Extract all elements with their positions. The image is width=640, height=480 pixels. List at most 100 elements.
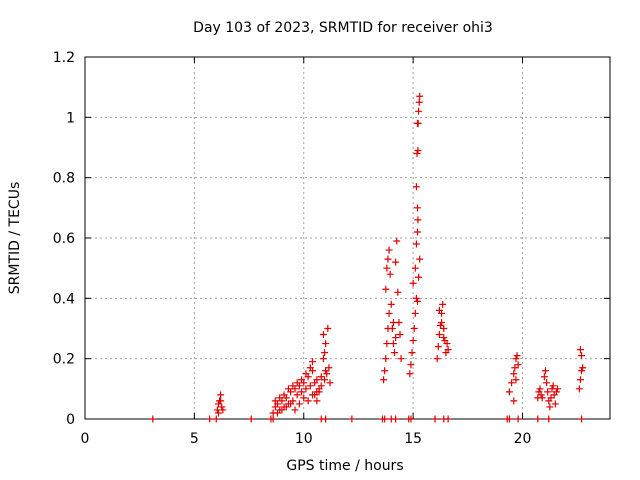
y-tick-label: 0.8 xyxy=(53,171,75,187)
data-point xyxy=(382,355,390,363)
data-point xyxy=(302,370,310,378)
data-point xyxy=(293,379,301,387)
data-point xyxy=(309,358,316,366)
grid xyxy=(85,57,610,419)
data-point xyxy=(302,385,310,393)
y-tick-label: 0.6 xyxy=(53,231,75,247)
data-point xyxy=(538,394,546,402)
data-point xyxy=(413,150,421,158)
data-point xyxy=(278,406,286,414)
data-point xyxy=(411,309,419,317)
data-point xyxy=(306,364,314,372)
data-point xyxy=(578,415,586,423)
data-point xyxy=(322,367,330,375)
data-point xyxy=(544,388,552,396)
data-point xyxy=(295,400,303,408)
data-point xyxy=(313,397,321,405)
data-point xyxy=(381,415,389,423)
data-point xyxy=(505,415,513,423)
data-point xyxy=(392,258,400,266)
data-point xyxy=(348,415,356,423)
data-point xyxy=(280,391,288,399)
data-point xyxy=(380,376,388,384)
y-tick-label: 0 xyxy=(66,412,75,428)
data-point xyxy=(269,415,277,423)
data-point xyxy=(287,400,295,408)
data-point xyxy=(392,334,400,342)
data-point xyxy=(434,343,442,351)
data-point xyxy=(511,364,519,372)
data-point xyxy=(389,340,397,348)
data-point xyxy=(321,349,329,357)
data-point xyxy=(576,376,584,384)
data-point xyxy=(388,325,396,332)
data-point xyxy=(435,331,443,339)
data-point xyxy=(547,394,555,402)
data-point xyxy=(274,409,281,417)
data-point xyxy=(575,385,583,393)
data-point xyxy=(549,382,557,390)
data-point xyxy=(300,394,308,402)
data-point xyxy=(323,370,331,378)
data-point xyxy=(397,355,405,363)
data-points xyxy=(149,92,587,423)
data-point xyxy=(514,361,522,369)
x-tick-label: 5 xyxy=(190,431,199,447)
data-point xyxy=(324,325,332,332)
data-point xyxy=(513,352,521,360)
data-point xyxy=(576,346,584,354)
data-point xyxy=(409,337,417,345)
data-point xyxy=(313,376,321,384)
data-point xyxy=(543,379,551,387)
data-point xyxy=(534,415,542,423)
chart-title: Day 103 of 2023, SRMTID for receiver ohi… xyxy=(193,20,493,36)
data-point xyxy=(309,391,316,399)
data-point xyxy=(514,415,522,423)
data-point xyxy=(415,273,423,281)
data-point xyxy=(439,300,447,308)
data-point xyxy=(218,403,226,411)
data-point xyxy=(408,349,416,357)
data-point xyxy=(381,367,389,375)
data-point xyxy=(326,379,334,387)
data-point xyxy=(433,355,441,363)
data-point xyxy=(304,397,312,405)
data-point xyxy=(414,228,421,236)
data-point xyxy=(537,391,545,399)
data-point xyxy=(409,279,417,287)
data-point xyxy=(386,270,394,278)
data-point xyxy=(444,415,452,423)
data-point xyxy=(271,397,279,405)
data-point xyxy=(546,403,554,411)
data-point xyxy=(436,321,444,329)
data-point xyxy=(217,391,225,399)
data-point xyxy=(578,352,586,360)
data-point xyxy=(384,255,392,263)
data-point xyxy=(317,373,325,381)
y-tick-label: 0.4 xyxy=(53,291,75,307)
data-point xyxy=(412,294,420,302)
data-point xyxy=(298,388,306,396)
data-point xyxy=(383,340,391,348)
data-point xyxy=(325,364,333,372)
data-point xyxy=(411,264,419,272)
data-point xyxy=(382,285,390,293)
data-point xyxy=(393,237,401,245)
data-point xyxy=(313,388,321,396)
data-point xyxy=(282,403,290,411)
data-point xyxy=(412,240,420,248)
data-point xyxy=(396,331,404,339)
data-point xyxy=(214,409,222,417)
data-point xyxy=(289,382,297,390)
data-point xyxy=(321,376,329,384)
x-tick-label: 10 xyxy=(295,431,313,447)
data-point xyxy=(383,264,391,272)
data-point xyxy=(317,382,325,390)
data-point xyxy=(414,297,421,305)
y-axis-label: SRMTID / TECUs xyxy=(7,182,23,295)
data-point xyxy=(438,318,446,326)
x-tick-label: 0 xyxy=(81,431,90,447)
y-tick-label: 1.2 xyxy=(53,50,75,66)
data-point xyxy=(319,331,327,339)
data-point xyxy=(149,415,157,423)
